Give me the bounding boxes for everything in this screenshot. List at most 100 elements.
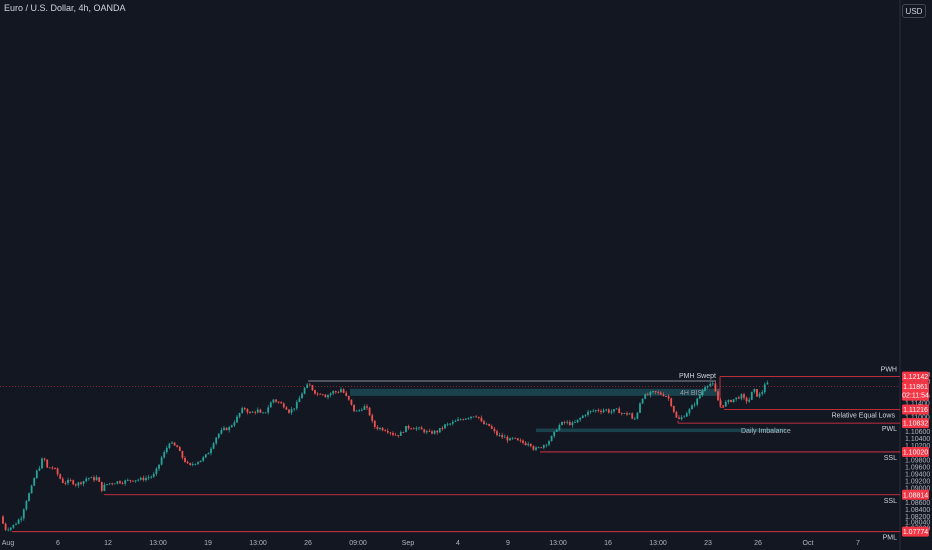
candle-body [704,387,706,391]
candle-body [113,483,116,485]
bisi-4h-zone [350,388,720,396]
candle-body [316,393,319,395]
candle-body [594,410,597,411]
candle-body [542,445,545,448]
candle-body [360,409,363,411]
candle-body [217,433,220,438]
candle-body [402,432,405,433]
candle-body [342,389,345,393]
candle-body [212,443,215,449]
candle-body [654,391,657,393]
candle-body [698,395,701,399]
candle-body [561,421,563,426]
candle-body [132,480,134,482]
y-tick-label: 1.09400 [905,471,930,478]
candle-body [662,394,665,397]
candle-body [501,434,504,438]
candle-body [566,422,569,423]
candle-body [693,404,696,406]
y-tick-label: 1.08040 [905,520,930,527]
level-label: Relative Equal Lows [832,413,896,420]
candle-body [256,409,259,413]
candle-body [735,397,738,400]
candle-body [243,408,246,410]
candle-body [145,477,147,481]
candle-body [228,427,231,431]
candle-body [381,427,384,431]
candle-body [389,432,392,434]
candle-body [405,425,407,433]
candle-body [238,412,241,417]
candle-body [522,440,524,443]
candle-body [358,410,361,412]
candle-body [498,434,501,436]
candle-body [67,479,69,484]
candle-body [345,392,348,396]
currency-button[interactable]: USD [902,4,926,18]
candle-body [636,412,639,419]
candle-body [43,458,46,460]
x-tick-label: 13:00 [249,540,267,547]
candle-body [467,418,470,419]
candle-body [407,425,410,429]
candle-body [277,401,280,403]
candle-body [176,445,179,448]
candle-body [225,427,228,431]
price-tag-text: 1.12142 [903,374,928,381]
candle-body [293,408,296,410]
candle-body [748,399,751,402]
candle-body [197,462,199,464]
candle-body [511,437,514,439]
candle-body [449,423,452,425]
candle-body [418,427,420,429]
candle-body [184,457,186,462]
candle-body [158,464,160,469]
candle-body [82,481,85,484]
candle-body [706,385,709,388]
candle-body [490,426,493,429]
candle-body [493,428,496,432]
candle-body [25,501,28,510]
candle-body [379,427,381,429]
candle-body [724,401,727,407]
candle-body [95,477,98,481]
candle-body [758,393,761,397]
candle-body [340,389,342,393]
candle-body [691,405,693,410]
candle-body [696,398,699,405]
candle-body [529,443,532,447]
candle-body [553,431,556,436]
candle-body [740,394,743,399]
candle-body [155,468,158,475]
candle-body [623,413,626,414]
price-tag [902,371,929,382]
y-tick-label: 1.10400 [905,436,930,443]
candle-body [428,431,431,432]
x-tick-label: 23 [704,540,712,547]
candle-body [4,523,7,530]
candle-body [7,529,10,531]
x-tick-label: 4 [456,540,460,547]
candle-body [745,397,748,402]
price-tag [902,404,929,415]
candle-body [644,394,647,399]
candle-body [246,409,249,413]
pmh-swept-label: PMH Swept [679,373,716,380]
level-label: PML [883,535,898,542]
x-tick-label: 12 [104,540,112,547]
candle-body [680,417,683,420]
candle-body [571,422,574,426]
candle-body [550,435,553,442]
candle-body [119,481,121,484]
candle-body [210,448,212,454]
x-tick-label: 6 [56,540,60,547]
candle-body [314,390,316,394]
candle-body [410,428,413,430]
candle-body [672,405,675,413]
candle-body [288,409,290,413]
current-price-text: 1.11861 [903,384,928,391]
x-tick-label: 19 [204,540,212,547]
candle-body [163,452,166,458]
